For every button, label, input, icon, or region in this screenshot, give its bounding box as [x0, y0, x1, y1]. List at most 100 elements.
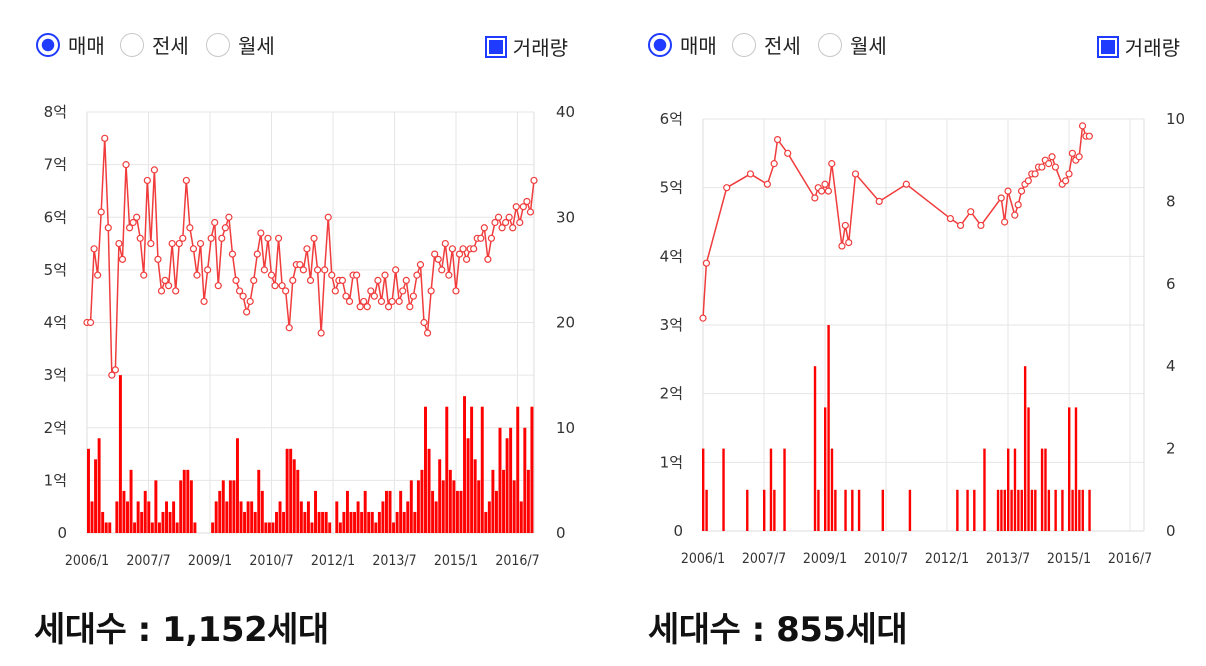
volume-bar — [328, 522, 332, 533]
price-point — [278, 282, 286, 290]
chart-panel-left: 매매 전세 월세 거래량 0 1억 2억 3억 4억 5억 6억 7억 8억 0 10 20 30 40 2… — [0, 0, 600, 666]
x-axis-tick-label: 2013/7 — [986, 551, 1030, 567]
volume-bar — [455, 490, 459, 533]
price-point — [1045, 160, 1053, 168]
volume-bar — [186, 469, 190, 533]
price-point — [271, 282, 279, 290]
volume-bar — [324, 511, 328, 533]
volume-bar — [473, 459, 477, 533]
volume-bar — [1003, 489, 1007, 531]
radio-sale[interactable]: 매매 — [648, 30, 717, 59]
volume-bar — [335, 501, 339, 533]
y-axis-right-tick-label: 0 — [556, 524, 566, 542]
volume-bar — [448, 469, 452, 533]
volume-bar — [1061, 489, 1064, 531]
price-point — [172, 287, 180, 295]
price-point — [282, 287, 290, 295]
volume-bar — [90, 501, 94, 533]
volume-bar — [370, 511, 374, 533]
price-point — [851, 170, 860, 178]
volume-bar — [296, 469, 300, 533]
radio-monthly-rent[interactable]: 월세 — [818, 30, 887, 59]
volume-bar — [289, 448, 293, 533]
volume-bar — [363, 490, 367, 533]
volume-bar — [175, 522, 179, 533]
y-axis-right-tick-label: 40 — [556, 103, 575, 121]
volume-bar — [129, 469, 133, 533]
price-point — [239, 292, 247, 300]
volume-bar — [973, 489, 976, 531]
volume-bar — [108, 522, 112, 533]
price-point — [182, 176, 190, 185]
price-point — [367, 287, 375, 295]
checkbox-indicator — [484, 35, 507, 58]
price-point — [104, 224, 112, 232]
volume-bar — [257, 469, 261, 533]
radio-jeonse[interactable]: 전세 — [732, 30, 801, 59]
price-point — [828, 160, 836, 168]
price-point — [360, 297, 368, 306]
volume-bar — [459, 490, 463, 533]
volume-bar — [225, 501, 229, 533]
price-point — [221, 224, 229, 232]
price-point — [498, 224, 506, 232]
volume-bar — [385, 490, 388, 533]
radio-sale[interactable]: 매매 — [36, 30, 105, 59]
price-point — [214, 282, 222, 290]
volume-bar — [271, 522, 275, 533]
price-point — [168, 239, 176, 248]
price-point — [253, 250, 261, 258]
price-point — [512, 203, 520, 211]
price-point — [773, 135, 782, 144]
price-point — [228, 250, 237, 258]
price-point — [200, 297, 208, 306]
radio-indicator — [206, 32, 230, 57]
radio-label: 매매 — [680, 34, 717, 58]
price-point — [406, 303, 414, 311]
price-point — [956, 221, 965, 230]
price-point — [179, 234, 187, 242]
price-point — [175, 239, 183, 248]
volume-bar — [1078, 489, 1081, 531]
volume-bar — [1044, 448, 1047, 531]
x-axis-tick-label: 2009/1 — [803, 551, 847, 567]
price-point — [328, 271, 336, 279]
price-point — [480, 224, 488, 232]
volume-bar — [477, 480, 481, 533]
price-point — [143, 176, 151, 185]
y-axis-right-tick-label: 0 — [1166, 522, 1176, 540]
checkbox-label: 거래량 — [1124, 36, 1180, 60]
radio-jeonse[interactable]: 전세 — [120, 30, 189, 59]
price-point — [431, 250, 439, 258]
chart-panel-right: 매매 전세 월세 거래량 0 1억 2억 3억 4억 5억 6억 0 2 4 6 8 10 2006/1 2… — [612, 0, 1206, 666]
y-axis-right-tick-label: 30 — [556, 208, 575, 226]
volume-bar — [1054, 489, 1057, 531]
price-point — [388, 297, 396, 306]
volume-bar — [214, 501, 218, 533]
volume-bar — [172, 501, 176, 533]
volume-checkbox[interactable]: 거래량 — [484, 32, 568, 61]
price-point — [225, 213, 233, 221]
volume-bar — [420, 469, 424, 533]
price-point — [392, 266, 400, 274]
price-point — [207, 234, 215, 242]
volume-bar — [367, 511, 371, 533]
volume-bar — [136, 501, 140, 533]
price-point — [821, 180, 829, 188]
price-point — [399, 287, 407, 295]
price-point — [374, 276, 382, 284]
y-axis-left-tick-label: 4억 — [44, 314, 67, 332]
price-point — [1001, 218, 1009, 226]
price-point — [260, 266, 268, 274]
volume-bar — [966, 489, 969, 531]
x-axis-tick-label: 2015/1 — [434, 553, 478, 569]
radio-monthly-rent[interactable]: 월세 — [206, 30, 275, 59]
price-point — [1017, 187, 1026, 195]
price-point — [1068, 149, 1076, 157]
volume-bar — [179, 480, 183, 533]
price-point — [310, 234, 318, 242]
price-point — [331, 287, 339, 295]
radio-indicator — [648, 32, 672, 57]
price-point — [434, 255, 442, 263]
volume-checkbox[interactable]: 거래량 — [1096, 32, 1180, 61]
